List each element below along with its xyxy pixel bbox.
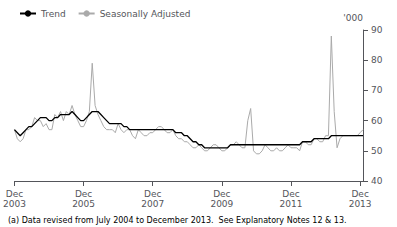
- svg-text:50: 50: [371, 146, 383, 156]
- svg-text:90: 90: [371, 25, 383, 35]
- svg-text:2007: 2007: [141, 199, 164, 209]
- svg-text:(a) Data revised from July 200: (a) Data revised from July 2004 to Decem…: [8, 216, 347, 225]
- svg-text:Trend: Trend: [40, 9, 66, 19]
- svg-text:2009: 2009: [210, 199, 233, 209]
- svg-text:2003: 2003: [3, 199, 26, 209]
- svg-text:2011: 2011: [280, 199, 303, 209]
- svg-text:Dec: Dec: [213, 189, 230, 199]
- svg-text:40: 40: [371, 176, 383, 186]
- svg-text:'000: '000: [343, 13, 363, 23]
- svg-text:Dec: Dec: [282, 189, 299, 199]
- svg-text:Dec: Dec: [351, 189, 368, 199]
- svg-text:2013: 2013: [349, 199, 372, 209]
- svg-text:80: 80: [371, 55, 383, 65]
- svg-text:60: 60: [371, 116, 383, 126]
- svg-text:2005: 2005: [72, 199, 95, 209]
- svg-text:Dec: Dec: [75, 189, 92, 199]
- svg-text:Dec: Dec: [144, 189, 161, 199]
- svg-text:Dec: Dec: [6, 189, 23, 199]
- svg-text:70: 70: [371, 85, 383, 95]
- svg-text:Seasonally Adjusted: Seasonally Adjusted: [100, 9, 191, 19]
